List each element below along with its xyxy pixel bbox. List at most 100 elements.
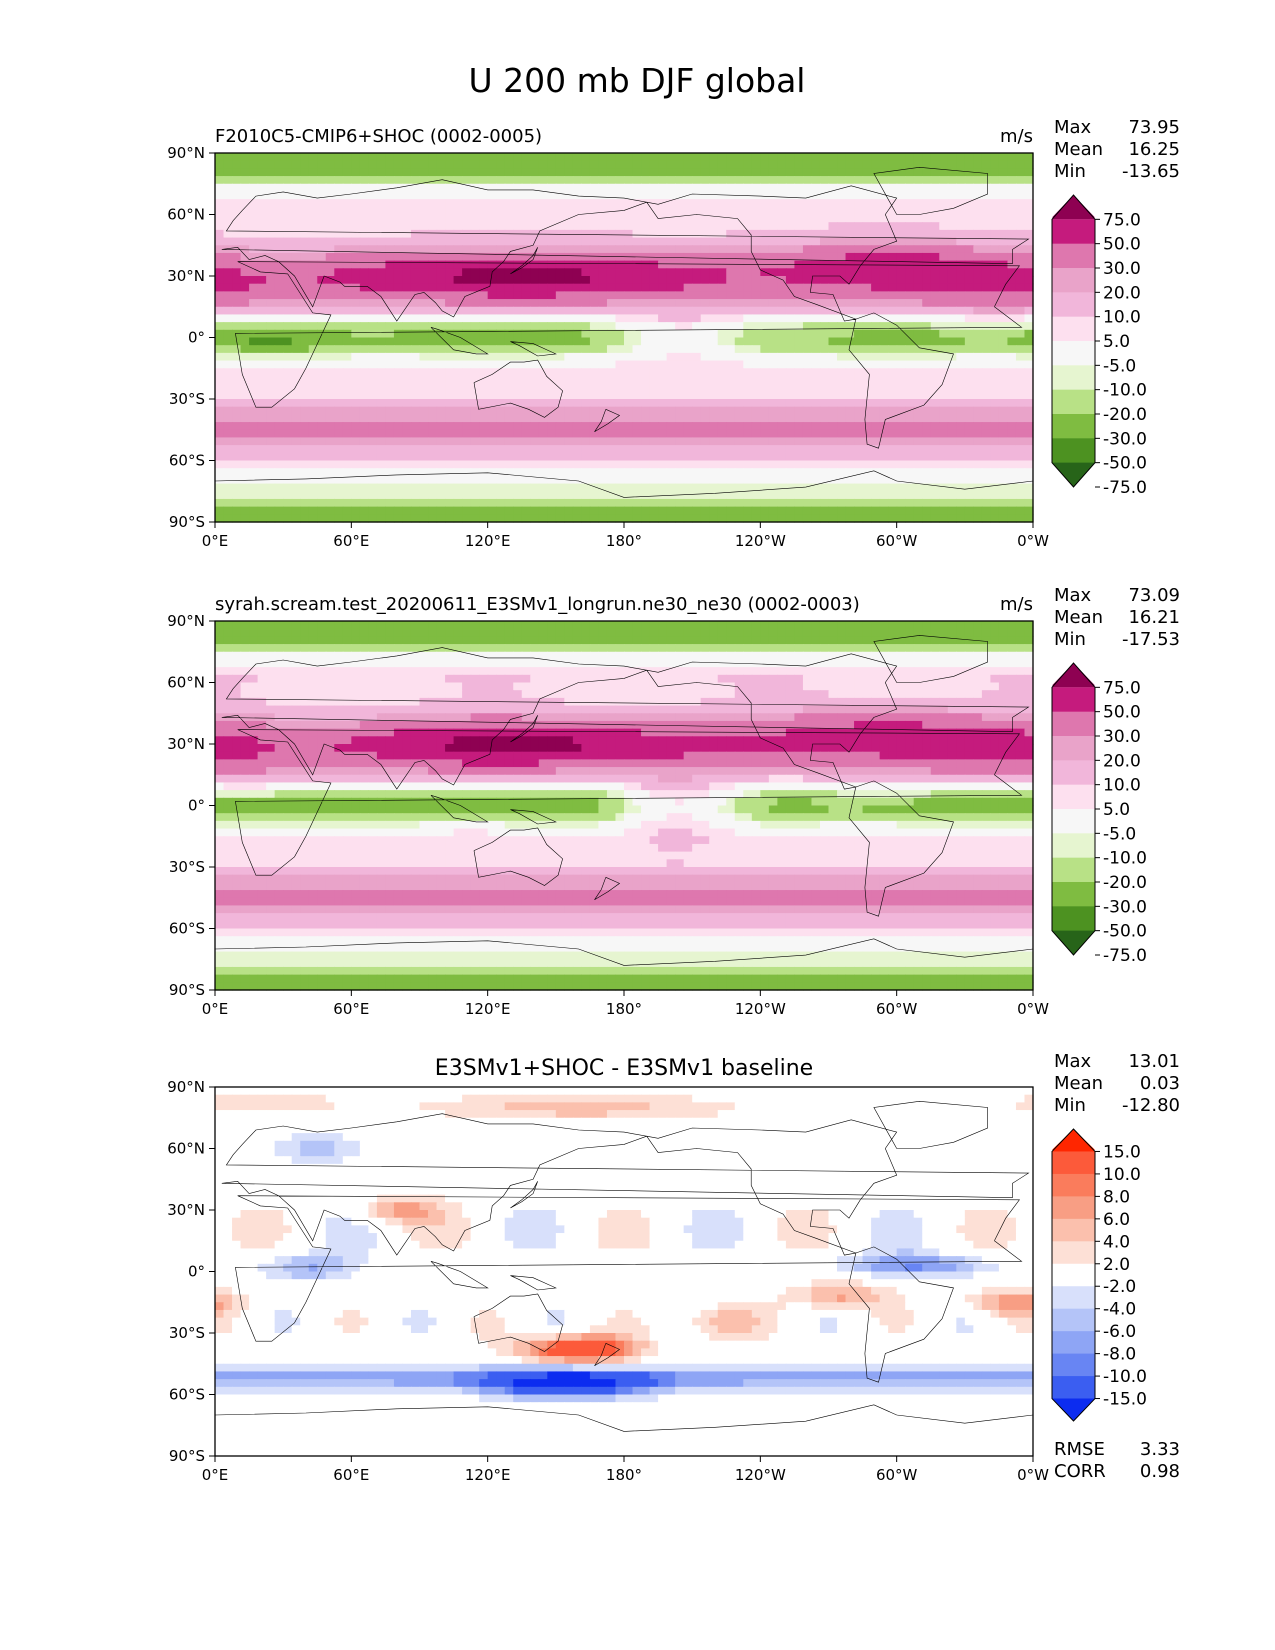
- map-cell: [436, 237, 446, 246]
- map-cell: [521, 429, 531, 439]
- map-cell: [215, 191, 225, 200]
- map-cell: [547, 360, 557, 369]
- map-cell: [615, 475, 625, 485]
- map-cell: [487, 621, 497, 630]
- map-cell: [854, 322, 864, 331]
- map-cell: [768, 506, 778, 515]
- map-cell: [802, 183, 813, 193]
- map-cell: [249, 260, 259, 269]
- map-cell: [624, 360, 634, 369]
- map-cell: [598, 506, 608, 515]
- map-cell: [896, 375, 906, 385]
- map-cell: [283, 191, 293, 200]
- map-cell: [300, 252, 310, 262]
- map-cell: [368, 506, 378, 515]
- map-cell: [768, 176, 778, 185]
- map-cell: [922, 199, 932, 208]
- map-cell: [777, 206, 787, 216]
- map-cell: [359, 375, 369, 385]
- map-cell: [666, 636, 676, 645]
- map-cell: [709, 468, 719, 477]
- map-cell: [402, 214, 412, 223]
- map-cell: [547, 468, 557, 477]
- map-cell: [410, 506, 421, 515]
- map-cell: [896, 206, 906, 216]
- map-cell: [1007, 491, 1017, 500]
- map-cell: [828, 206, 838, 216]
- map-cell: [726, 383, 736, 392]
- map-cell: [376, 314, 387, 323]
- map-cell: [257, 283, 267, 292]
- map-cell: [709, 176, 719, 185]
- map-cell: [871, 291, 881, 300]
- map-cell: [624, 176, 634, 185]
- panel-test: 0°E 60°E 120°E 180° 120°W 60°W 0°W90°N60°N30°N…: [167, 117, 1180, 550]
- map-cell: [462, 468, 472, 477]
- map-cell: [402, 628, 412, 637]
- map-cell: [283, 360, 293, 369]
- map-cell: [555, 345, 565, 354]
- map-cell: [487, 636, 497, 645]
- map-cell: [692, 252, 702, 262]
- map-cell: [342, 375, 352, 385]
- map-cell: [751, 391, 761, 400]
- map-cell: [828, 445, 838, 454]
- map-cell: [291, 291, 301, 300]
- map-cell: [811, 153, 821, 162]
- map-cell: [410, 375, 421, 385]
- map-cell: [666, 360, 676, 369]
- map-cell: [692, 283, 702, 292]
- map-cell: [470, 245, 480, 254]
- map-cell: [734, 153, 744, 162]
- map-cell: [819, 160, 830, 169]
- map-cell: [854, 636, 864, 645]
- map-cell: [879, 514, 889, 523]
- map-cell: [624, 414, 634, 423]
- map-cell: [589, 183, 600, 193]
- map-cell: [888, 483, 898, 492]
- map-cell: [581, 299, 591, 308]
- map-cell: [905, 468, 915, 477]
- map-cell: [283, 183, 293, 193]
- map-cell: [351, 368, 361, 377]
- map-cell: [504, 437, 514, 446]
- map-cell: [521, 406, 531, 415]
- map-cell: [888, 375, 898, 385]
- colorbar-tick-label: -20.0: [1103, 405, 1147, 425]
- map-cell: [905, 498, 915, 508]
- map-cell: [232, 483, 242, 492]
- map-cell: [308, 283, 318, 292]
- map-cell: [300, 222, 310, 231]
- map-cell: [274, 306, 284, 316]
- map-cell: [768, 329, 778, 339]
- map-cell: [922, 245, 932, 254]
- map-cell: [675, 383, 685, 392]
- map-cell: [973, 337, 983, 346]
- map-cell: [504, 268, 514, 277]
- map-cell: [538, 414, 548, 423]
- map-cell: [240, 414, 250, 423]
- map-cell: [342, 345, 352, 354]
- map-cell: [479, 406, 489, 415]
- map-cell: [964, 329, 974, 339]
- map-cell: [845, 299, 855, 308]
- map-cell: [1007, 437, 1017, 446]
- map-cell: [342, 199, 352, 208]
- map-cell: [1007, 283, 1017, 292]
- map-cell: [606, 498, 617, 508]
- map-cell: [777, 291, 787, 300]
- map-cell: [879, 276, 889, 285]
- map-cell: [589, 268, 600, 277]
- map-cell: [359, 260, 369, 269]
- map-cell: [436, 399, 446, 408]
- map-cell: [700, 383, 710, 392]
- map-cell: [606, 222, 617, 231]
- map-cell: [564, 391, 574, 400]
- map-cell: [308, 468, 318, 477]
- map-cell: [521, 252, 531, 262]
- map-cell: [879, 206, 889, 216]
- map-cell: [317, 621, 327, 630]
- map-cell: [743, 375, 753, 385]
- map-cell: [930, 491, 940, 500]
- map-cell: [538, 360, 548, 369]
